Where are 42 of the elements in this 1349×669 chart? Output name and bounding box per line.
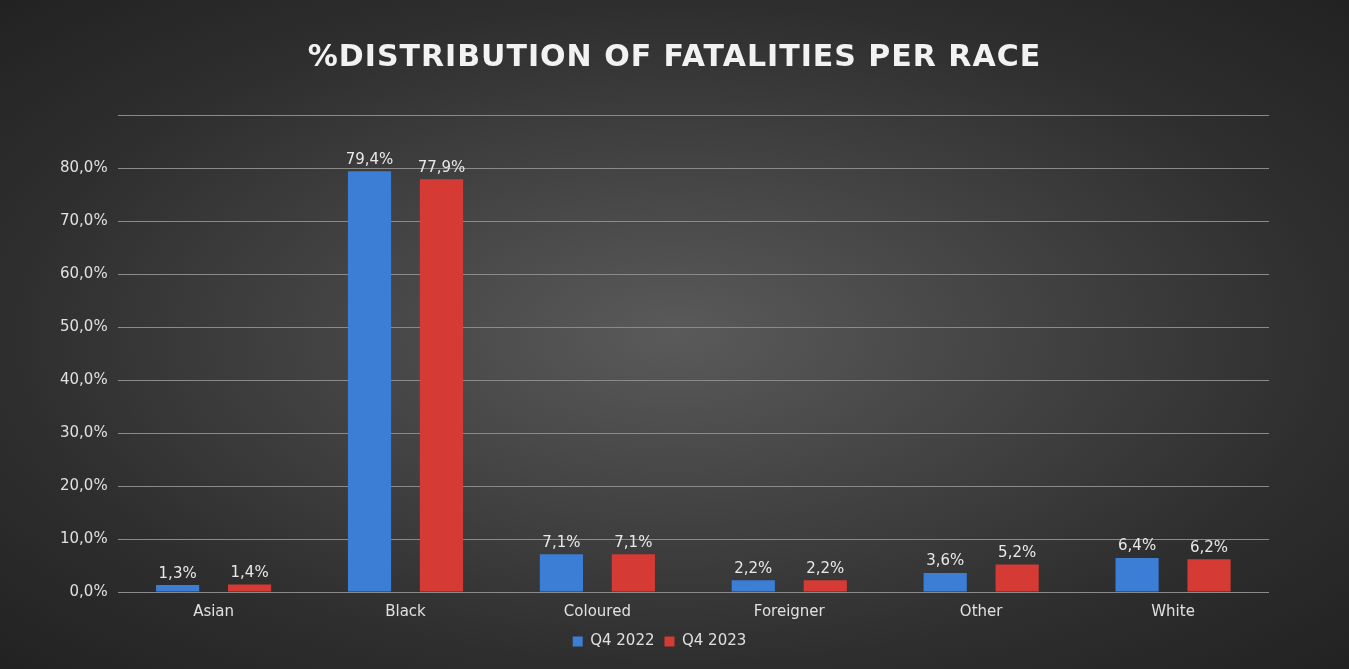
- bar: [803, 580, 847, 592]
- data-label: 77,9%: [417, 157, 466, 176]
- data-label: 6,2%: [1189, 537, 1229, 556]
- legend-label: Q4 2022: [590, 631, 655, 650]
- data-label: 7,1%: [542, 532, 581, 551]
- bar: [923, 572, 967, 592]
- bar: [156, 585, 200, 592]
- x-tick-label: White: [1151, 601, 1195, 620]
- y-tick-label: 80,0%: [60, 157, 108, 176]
- y-tick-label: 30,0%: [60, 422, 108, 441]
- data-label: 1,3%: [158, 563, 197, 582]
- chart-title: %DISTRIBUTION OF FATALITIES PER RACE: [306, 38, 1043, 73]
- data-label: 79,4%: [345, 149, 394, 168]
- data-label: 5,2%: [998, 542, 1037, 561]
- y-tick-label: 40,0%: [60, 369, 108, 388]
- bar: [731, 580, 775, 592]
- x-tick-label: Other: [959, 601, 1004, 620]
- bar: [347, 171, 392, 592]
- bar: [539, 554, 583, 592]
- bar: [611, 554, 655, 592]
- y-tick-label: 70,0%: [60, 210, 108, 229]
- x-tick-label: Black: [385, 601, 427, 620]
- bar: [1187, 559, 1231, 592]
- x-tick-label: Asian: [193, 601, 235, 620]
- y-tick-label: 10,0%: [60, 528, 108, 547]
- x-tick-label: Coloured: [563, 601, 631, 620]
- legend-label: Q4 2023: [682, 631, 747, 650]
- data-label: 3,6%: [926, 551, 965, 570]
- x-tick-label: Foreigner: [753, 601, 826, 620]
- y-tick-label: 50,0%: [60, 316, 108, 335]
- bar: [419, 179, 464, 592]
- data-label: 2,2%: [734, 558, 773, 577]
- bar: [1115, 558, 1159, 592]
- data-label: 7,1%: [614, 532, 653, 551]
- bar: [227, 584, 272, 592]
- data-label: 2,2%: [806, 558, 845, 577]
- data-label: 1,4%: [230, 562, 269, 581]
- data-label: 6,4%: [1118, 536, 1157, 555]
- y-tick-label: 20,0%: [60, 475, 108, 494]
- y-tick-label: 0,0%: [69, 581, 108, 600]
- y-tick-label: 60,0%: [60, 263, 108, 282]
- bar: [995, 564, 1039, 592]
